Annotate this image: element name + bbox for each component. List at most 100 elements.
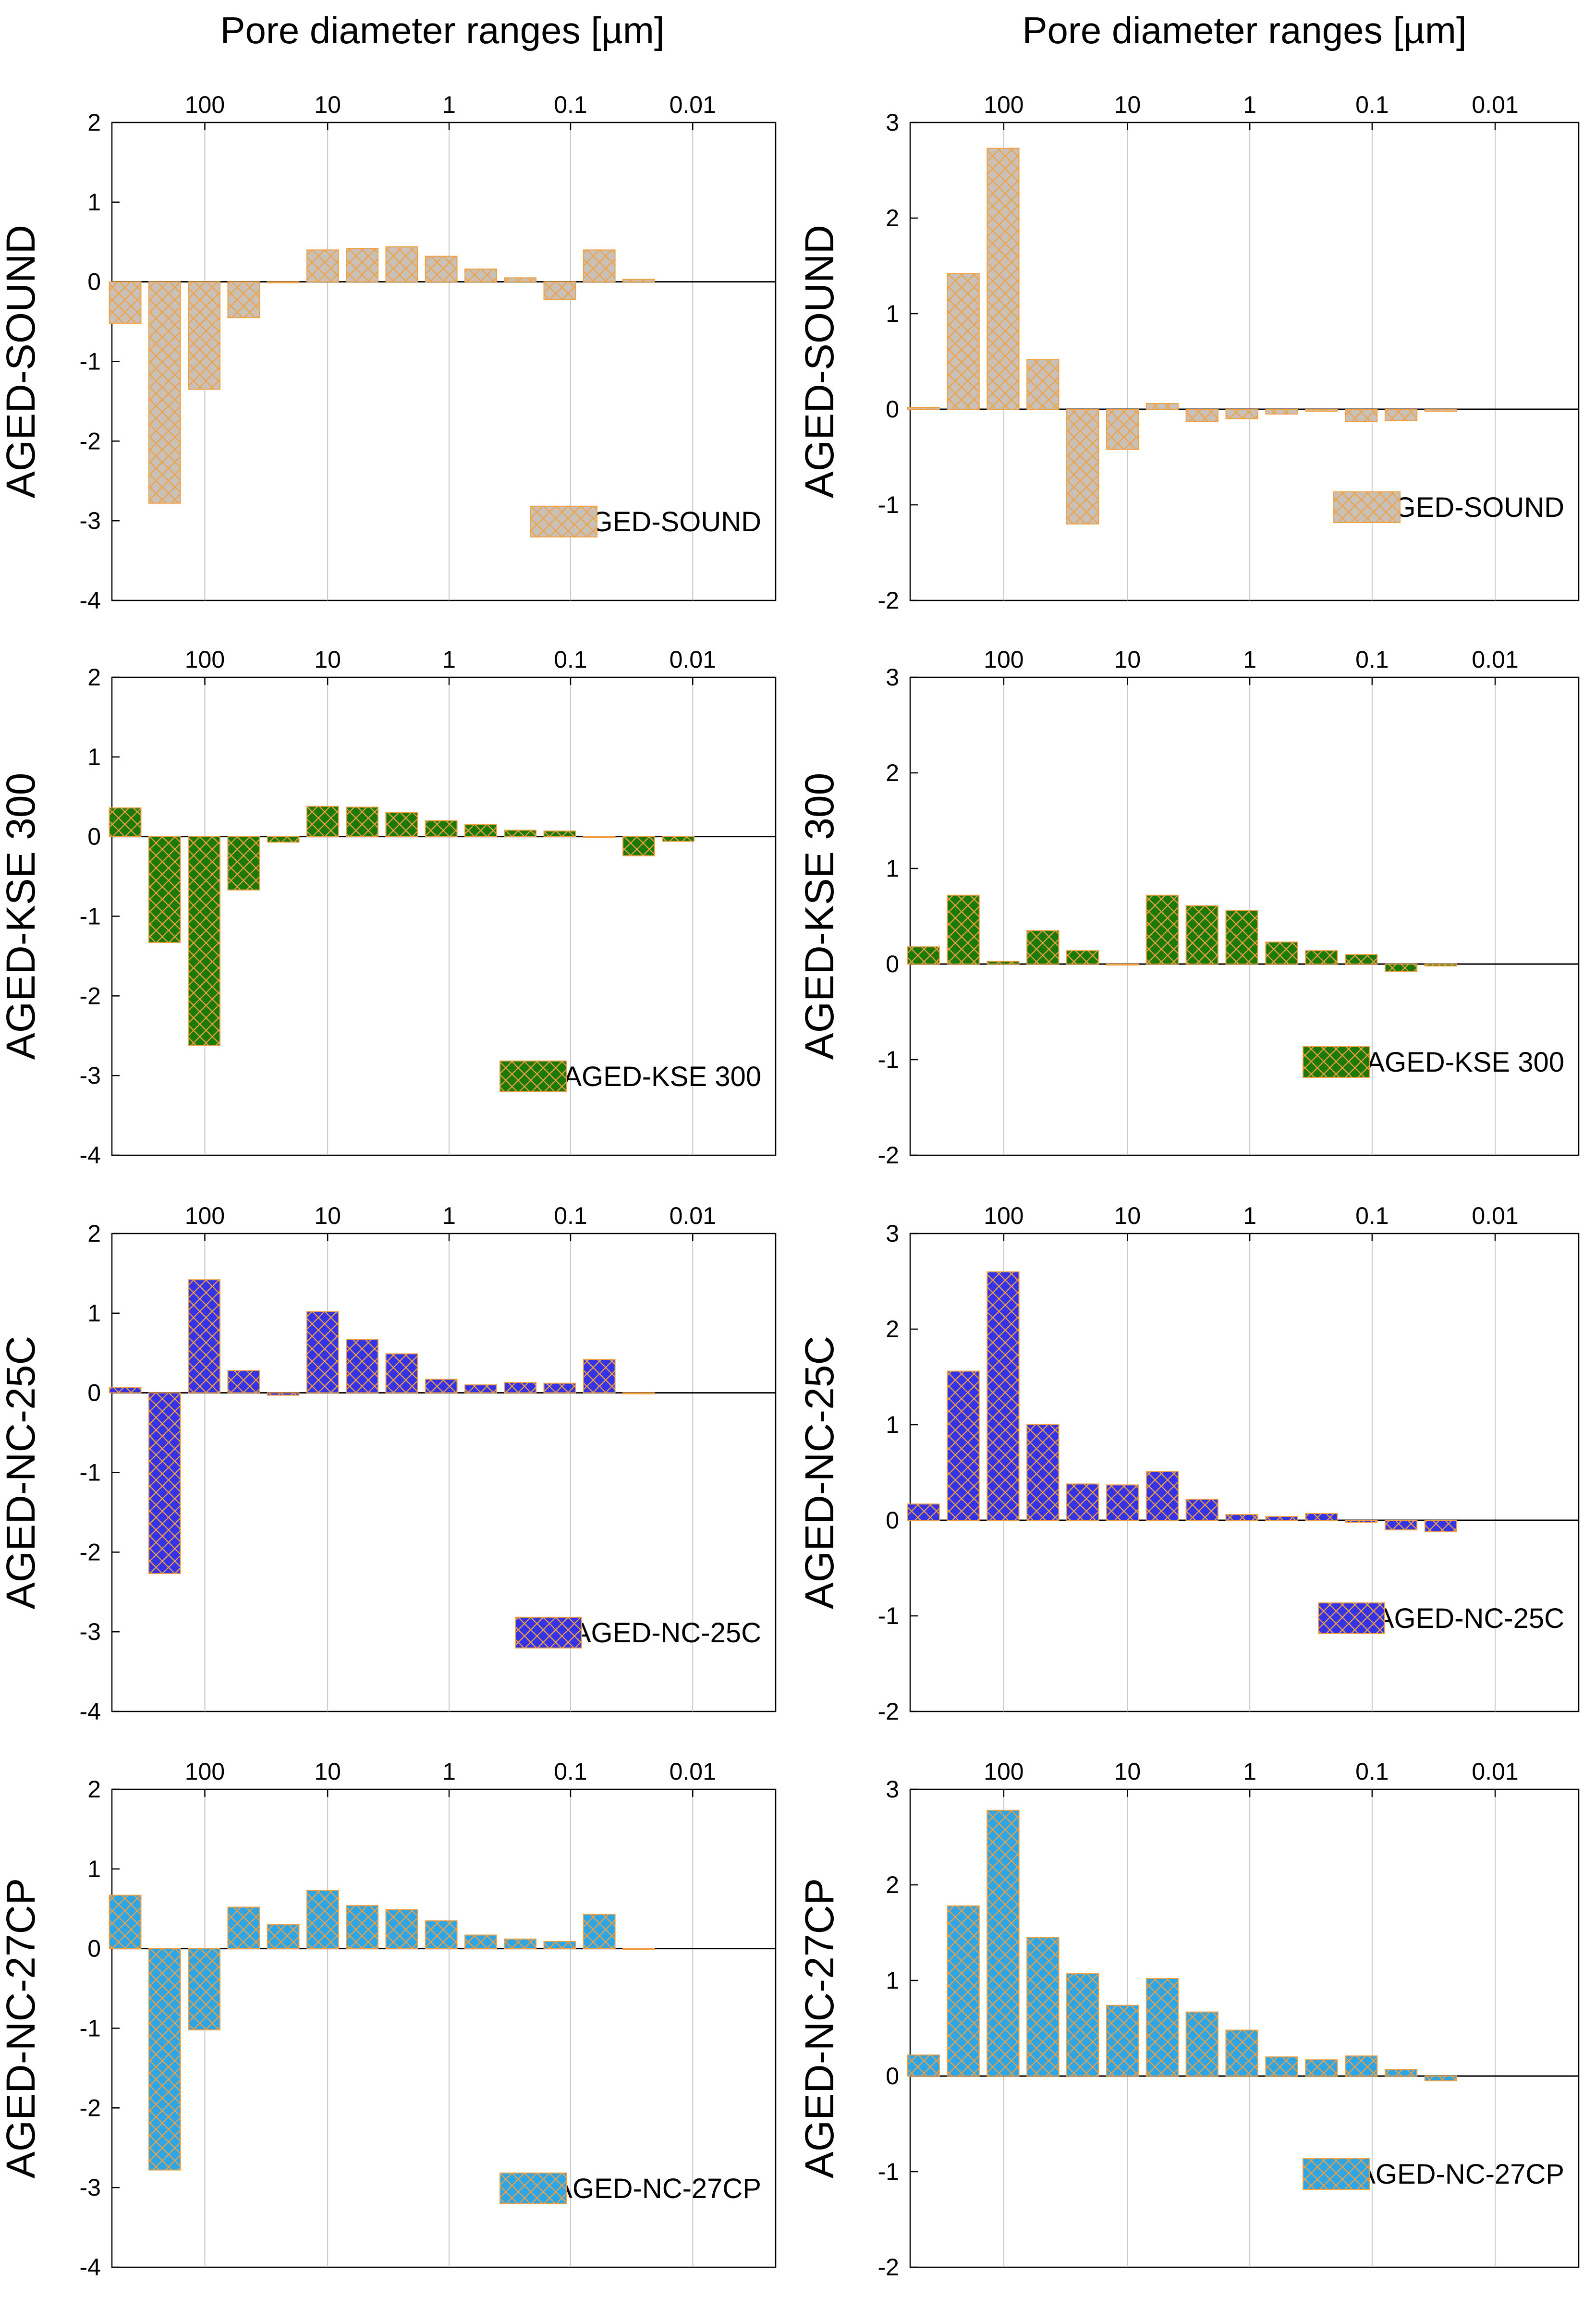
bar xyxy=(543,281,576,300)
bar xyxy=(1106,409,1139,450)
bar xyxy=(188,836,220,1046)
y-tick-label: 3 xyxy=(886,664,899,691)
x-tick-label: 10 xyxy=(314,646,341,673)
bar xyxy=(464,824,497,837)
legend-swatch xyxy=(1303,2158,1370,2190)
bar xyxy=(947,1370,980,1521)
x-tick-label: 0.1 xyxy=(554,91,587,118)
bar xyxy=(109,1387,142,1393)
bar xyxy=(1384,964,1418,972)
bar xyxy=(622,1392,655,1394)
y-axis-label: AGED-NC-27CP xyxy=(797,1878,842,2178)
bar xyxy=(425,1379,458,1393)
bar xyxy=(987,147,1020,410)
legend-label: AGED-NC-25C xyxy=(573,1617,761,1649)
bar xyxy=(622,836,655,856)
x-tick-label: 100 xyxy=(185,1202,225,1229)
column-title-left: Pore diameter ranges [µm] xyxy=(220,9,665,51)
x-tick-label: 1 xyxy=(442,646,456,673)
x-tick-label: 0.1 xyxy=(1355,1758,1389,1785)
bar xyxy=(306,249,339,282)
y-tick-label: 0 xyxy=(87,1380,101,1406)
bar xyxy=(1066,950,1099,965)
bar xyxy=(947,273,980,410)
x-tick-label: 0.1 xyxy=(554,646,587,673)
bar xyxy=(346,806,379,837)
legend-swatch xyxy=(530,505,597,538)
x-tick-label: 1 xyxy=(442,91,456,118)
bar xyxy=(464,1934,497,1949)
bar xyxy=(425,256,458,282)
legend-label: AGED-NC-25C xyxy=(1376,1603,1564,1634)
bar xyxy=(907,1503,940,1521)
bar xyxy=(987,1809,1020,2077)
x-tick-label: 1 xyxy=(1243,1758,1256,1785)
plot-frame xyxy=(111,122,777,601)
x-tick-label: 0.1 xyxy=(1355,1202,1389,1229)
x-tick-label: 0.1 xyxy=(554,1758,587,1785)
bar xyxy=(1424,1520,1458,1532)
bar xyxy=(385,812,418,837)
x-tick-label: 1 xyxy=(1243,1202,1256,1229)
bar xyxy=(947,1905,980,2077)
legend-swatch xyxy=(500,1060,567,1092)
y-tick-label: -3 xyxy=(80,2174,101,2201)
bar xyxy=(583,1914,616,1949)
y-tick-label: 3 xyxy=(886,1776,899,1803)
bar xyxy=(227,1906,260,1949)
bar xyxy=(385,246,418,282)
bar xyxy=(1225,910,1258,965)
plot-frame xyxy=(909,676,1580,1156)
x-tick-label: 0.1 xyxy=(1355,91,1389,118)
x-tick-label: 1 xyxy=(442,1758,456,1785)
bar xyxy=(306,1890,339,1949)
x-tick-label: 100 xyxy=(984,91,1023,118)
legend-label: AGED-SOUND xyxy=(573,506,761,538)
plot-frame xyxy=(111,1233,777,1712)
bar xyxy=(109,1894,142,1949)
y-tick-label: 2 xyxy=(886,1316,899,1343)
y-axis-label: AGED-NC-27CP xyxy=(0,1878,43,2178)
y-axis-label: AGED-NC-25C xyxy=(797,1336,842,1609)
x-tick-label: 0.1 xyxy=(1355,646,1389,673)
x-tick-label: 1 xyxy=(442,1202,456,1229)
y-tick-label: -2 xyxy=(878,1698,899,1725)
y-axis-label: AGED-SOUND xyxy=(0,225,43,498)
y-tick-label: -3 xyxy=(80,1062,101,1089)
x-tick-label: 0.01 xyxy=(1472,646,1518,673)
x-tick-label: 1 xyxy=(1243,646,1256,673)
bar xyxy=(227,836,260,891)
y-tick-label: 2 xyxy=(886,205,899,232)
y-tick-label: 0 xyxy=(886,951,899,977)
y-tick-label: 0 xyxy=(87,823,101,850)
legend-label: AGED-KSE 300 xyxy=(563,1061,761,1092)
legend-swatch xyxy=(1318,1602,1385,1634)
bar xyxy=(907,946,940,965)
legend-label: AGED-KSE 300 xyxy=(1366,1047,1564,1078)
y-tick-label: 0 xyxy=(886,2063,899,2089)
y-tick-label: -4 xyxy=(80,587,101,614)
y-tick-label: 1 xyxy=(886,300,899,327)
bar xyxy=(1384,1520,1418,1530)
bar xyxy=(1185,409,1218,422)
y-tick-label: 2 xyxy=(87,1220,101,1247)
x-tick-label: 0.1 xyxy=(554,1202,587,1229)
y-tick-label: 1 xyxy=(886,855,899,882)
y-tick-label: 1 xyxy=(87,1300,101,1327)
y-axis-label: AGED-SOUND xyxy=(797,225,842,498)
bar xyxy=(1424,2076,1458,2081)
bar xyxy=(1424,409,1458,412)
bar xyxy=(346,1905,379,1949)
bar xyxy=(1026,359,1060,410)
y-tick-label: -2 xyxy=(80,1539,101,1565)
bar xyxy=(1145,403,1179,410)
y-tick-label: -4 xyxy=(80,1698,101,1725)
bar xyxy=(583,836,616,838)
bar xyxy=(1185,1499,1218,1521)
bar xyxy=(1345,1520,1378,1523)
x-tick-label: 100 xyxy=(984,1202,1023,1229)
y-tick-label: 2 xyxy=(87,664,101,691)
bar xyxy=(583,1359,616,1393)
bar xyxy=(907,2054,940,2077)
bar xyxy=(148,836,181,943)
